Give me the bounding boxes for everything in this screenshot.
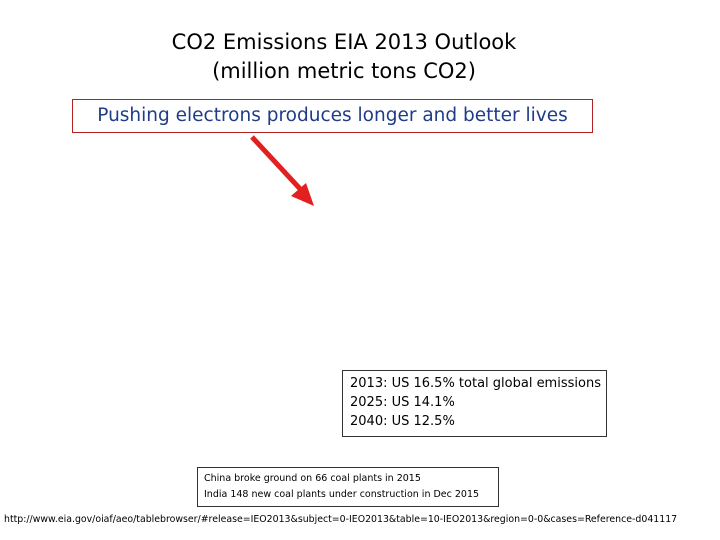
title-line-2: (million metric tons CO2)	[212, 59, 476, 83]
source-url: http://www.eia.gov/oiaf/aeo/tablebrowser…	[4, 514, 678, 525]
arrow-shaft	[250, 135, 305, 194]
stats-box: 2013: US 16.5% total global emissions 20…	[342, 370, 607, 437]
arrow-head	[291, 183, 314, 206]
note-line-china: China broke ground on 66 coal plants in …	[204, 473, 421, 484]
stats-line-2025: 2025: US 14.1%	[350, 395, 455, 410]
stats-line-2040: 2040: US 12.5%	[350, 414, 455, 429]
slide-title: CO2 Emissions EIA 2013 Outlook (million …	[0, 28, 688, 86]
note-line-india: India 148 new coal plants under construc…	[204, 489, 480, 500]
callout-box: Pushing electrons produces longer and be…	[72, 99, 593, 133]
title-line-1: CO2 Emissions EIA 2013 Outlook	[171, 30, 517, 54]
coal-plants-note-box: China broke ground on 66 coal plants in …	[197, 467, 499, 507]
callout-text: Pushing electrons produces longer and be…	[97, 105, 568, 126]
stats-line-2013: 2013: US 16.5% total global emissions	[350, 376, 601, 391]
